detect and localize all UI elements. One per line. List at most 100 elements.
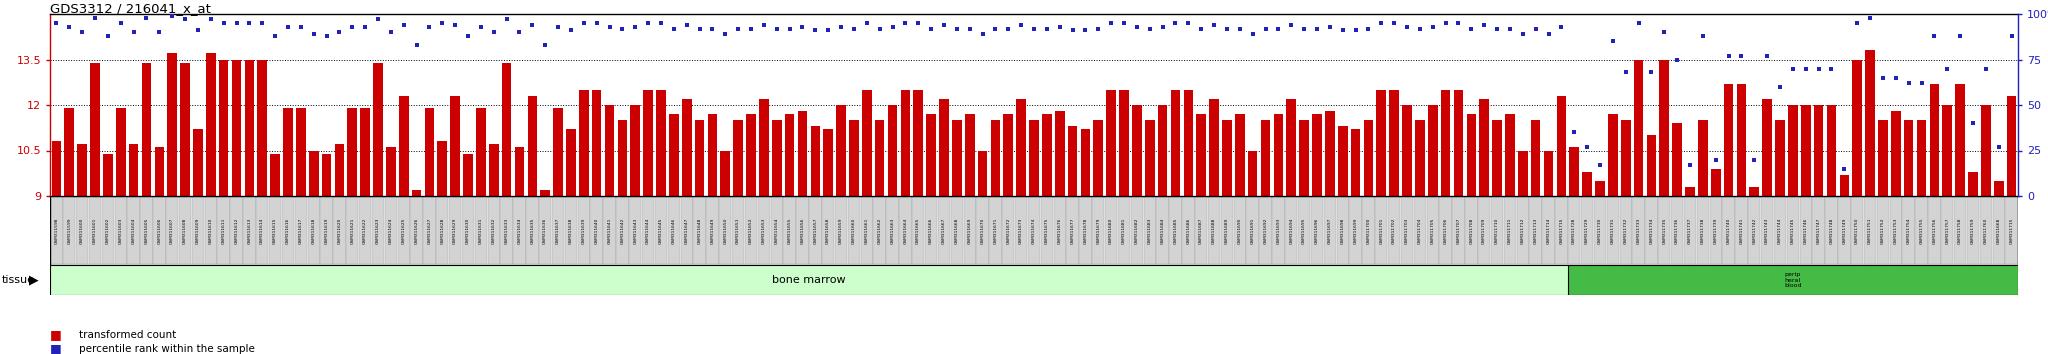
Text: GSM311694: GSM311694 — [1290, 217, 1292, 244]
Text: GSM311732: GSM311732 — [1624, 217, 1628, 244]
Bar — [397, 197, 410, 264]
Bar — [758, 197, 770, 264]
Bar — [965, 114, 975, 196]
Bar — [283, 197, 295, 264]
Bar — [938, 197, 950, 264]
Text: GSM311708: GSM311708 — [1468, 217, 1473, 244]
Bar — [295, 197, 307, 264]
Text: GSM311748: GSM311748 — [1829, 217, 1833, 244]
Point — [285, 24, 317, 30]
Bar — [514, 197, 526, 264]
Text: GSM311613: GSM311613 — [248, 217, 252, 244]
Bar — [565, 129, 575, 196]
Bar — [219, 59, 229, 196]
Text: GSM311633: GSM311633 — [504, 217, 508, 244]
Text: GSM311675: GSM311675 — [1044, 217, 1049, 244]
Text: GSM311685: GSM311685 — [1174, 217, 1178, 244]
Point — [541, 24, 573, 30]
Bar — [1376, 90, 1386, 196]
Point — [838, 26, 870, 32]
Text: GSM311731: GSM311731 — [1612, 217, 1614, 244]
Point — [1147, 24, 1180, 30]
Bar — [1812, 197, 1825, 264]
Bar — [154, 197, 166, 264]
Text: GSM311611: GSM311611 — [221, 217, 225, 244]
Text: GSM311684: GSM311684 — [1161, 217, 1165, 244]
Text: GSM311626: GSM311626 — [414, 217, 418, 244]
Bar — [129, 144, 139, 196]
Bar — [1362, 197, 1374, 264]
Bar — [1763, 99, 1772, 196]
Bar — [655, 90, 666, 196]
Text: GSM311653: GSM311653 — [762, 217, 766, 244]
Point — [1030, 26, 1063, 32]
Bar — [1956, 84, 1964, 196]
Bar — [1776, 120, 1786, 196]
Point — [182, 28, 215, 33]
Bar — [373, 63, 383, 196]
Point — [1841, 20, 1874, 26]
Bar — [1929, 197, 1942, 264]
Point — [1378, 20, 1411, 26]
Text: GSM311744: GSM311744 — [1778, 217, 1782, 244]
Bar — [489, 144, 498, 196]
Text: GSM311741: GSM311741 — [1739, 217, 1743, 244]
Text: GSM311710: GSM311710 — [1495, 217, 1499, 244]
Bar — [1079, 197, 1092, 264]
Bar — [1196, 197, 1208, 264]
Point — [348, 24, 381, 30]
Point — [1108, 20, 1141, 26]
Bar — [193, 197, 205, 264]
Point — [1288, 26, 1321, 32]
Bar — [1182, 197, 1194, 264]
Point — [1880, 75, 1913, 80]
Bar — [436, 197, 449, 264]
Text: GSM311610: GSM311610 — [209, 217, 213, 244]
Point — [709, 31, 741, 37]
Point — [1571, 144, 1604, 150]
Text: GSM311616: GSM311616 — [287, 217, 291, 244]
Text: GSM311711: GSM311711 — [1507, 217, 1511, 244]
Text: GSM311601: GSM311601 — [92, 217, 96, 244]
Bar — [1800, 105, 1810, 196]
Point — [811, 28, 844, 33]
Bar — [1118, 197, 1130, 264]
Bar — [1030, 120, 1038, 196]
Point — [1919, 33, 1952, 39]
Bar — [1942, 197, 1954, 264]
Bar — [1647, 135, 1657, 196]
Bar — [1092, 197, 1104, 264]
Point — [1686, 33, 1718, 39]
Text: GSM311609: GSM311609 — [197, 217, 201, 244]
Point — [864, 26, 897, 32]
Text: GSM311757: GSM311757 — [1946, 217, 1950, 244]
Text: GSM311614: GSM311614 — [260, 217, 264, 244]
Bar — [1004, 114, 1014, 196]
Bar — [797, 111, 807, 196]
Text: GSM311637: GSM311637 — [557, 217, 559, 244]
Bar — [618, 120, 627, 196]
Point — [1829, 166, 1862, 172]
Bar — [694, 197, 707, 264]
Bar — [424, 197, 436, 264]
Text: GSM311755: GSM311755 — [1919, 217, 1923, 244]
Bar — [528, 96, 537, 196]
Bar — [1686, 187, 1696, 196]
Text: GSM311651: GSM311651 — [735, 217, 739, 244]
Bar — [604, 197, 616, 264]
Text: GSM311615: GSM311615 — [272, 217, 276, 244]
Bar — [670, 114, 678, 196]
Point — [928, 22, 961, 28]
Bar — [721, 150, 731, 196]
Bar — [1683, 197, 1696, 264]
Bar — [539, 197, 551, 264]
Point — [1700, 157, 1733, 162]
Text: GSM311673: GSM311673 — [1020, 217, 1024, 244]
Text: GSM311668: GSM311668 — [954, 217, 958, 244]
Bar — [1503, 197, 1516, 264]
Point — [143, 29, 176, 35]
Point — [901, 20, 934, 26]
Text: GSM311700: GSM311700 — [1366, 217, 1370, 244]
Point — [952, 26, 985, 32]
Bar — [719, 197, 731, 264]
